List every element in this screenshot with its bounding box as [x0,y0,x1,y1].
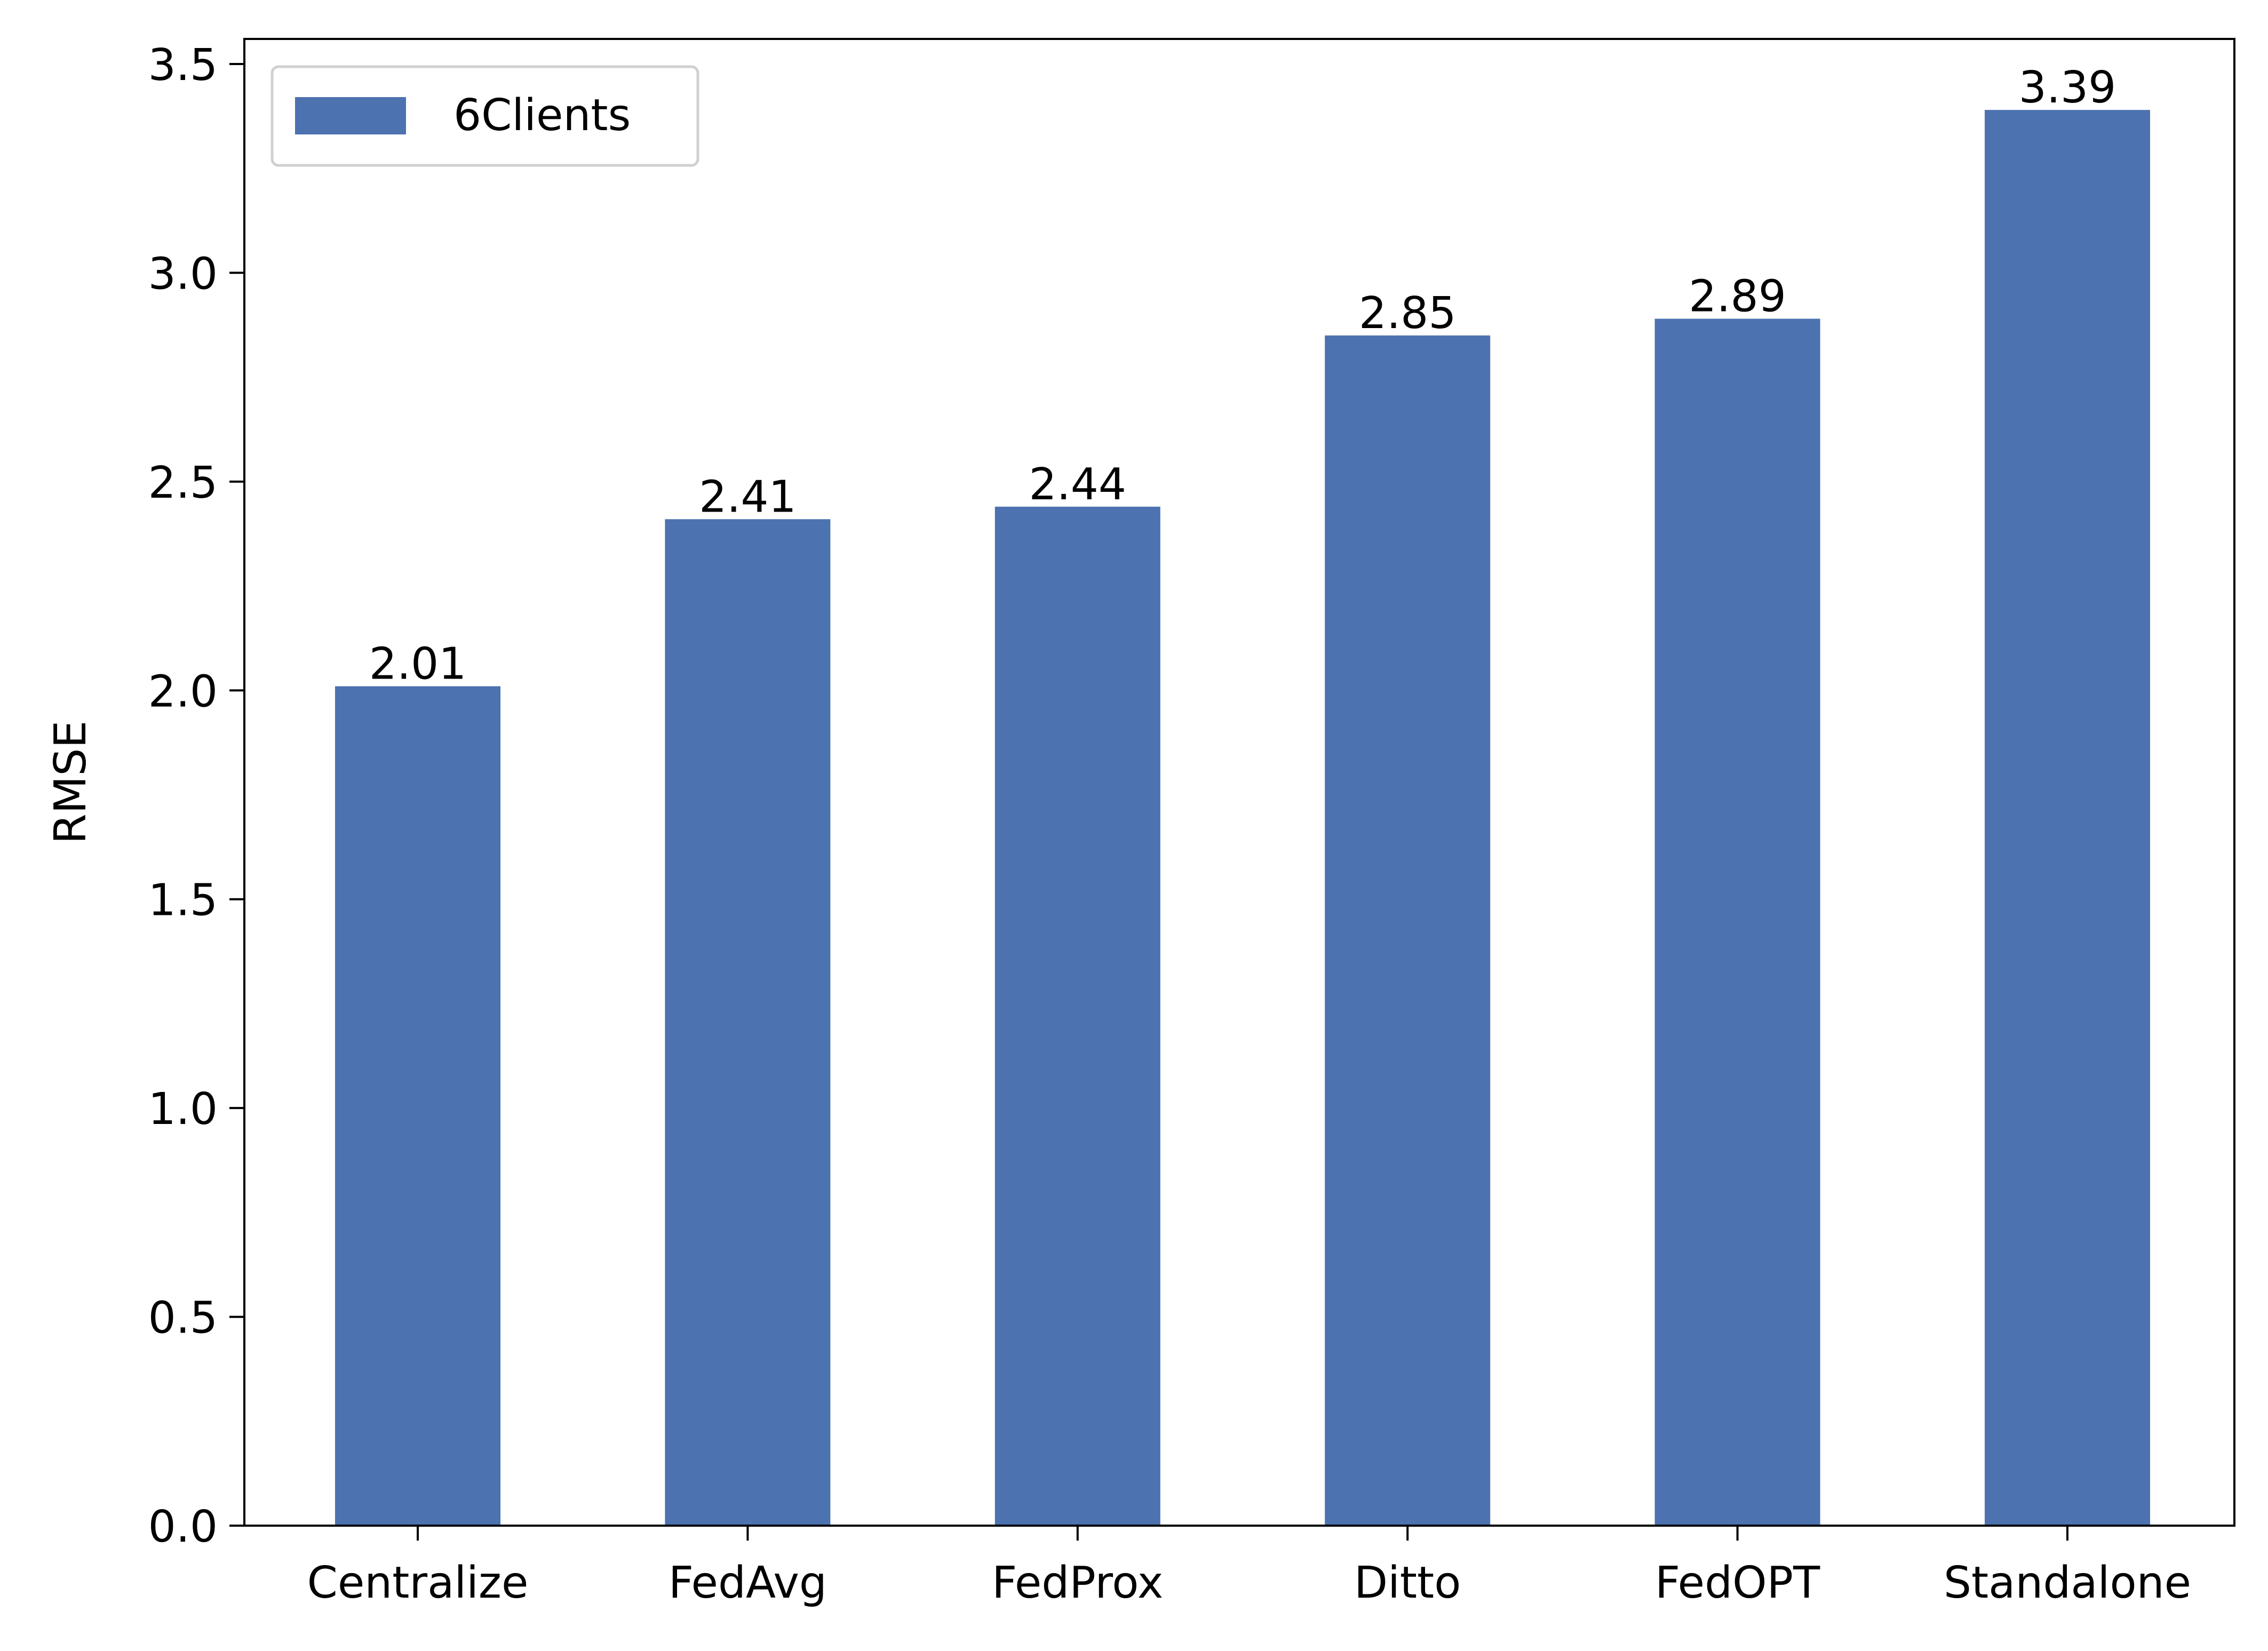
bar-fedprox [994,506,1160,1526]
data-label-fedprox: 2.44 [1029,459,1127,510]
x-axis-ticks: Centralize FedAvg FedProx Ditto FedOPT Standa… [307,1526,2191,1608]
y-tick-label: 3.5 [148,40,218,91]
y-tick-label: 2.5 [148,458,218,508]
data-label-fedavg: 2.41 [699,472,797,522]
legend-box [270,65,699,167]
plot-frame [243,38,2235,1527]
data-label-standalone: 3.39 [2019,62,2116,113]
data-labels: 2.01 2.41 2.44 2.85 2.89 3.39 [369,62,2116,689]
data-label-fedopt: 2.89 [1689,272,1786,322]
bar-centralize [335,686,500,1526]
bar-ditto [1325,335,1491,1526]
legend: 6Clients [270,65,699,167]
y-tick-label: 0.5 [148,1293,218,1344]
y-tick-label: 3.0 [148,249,218,299]
y-axis-label: RMSE [45,721,96,844]
legend-label: 6Clients [453,90,631,141]
y-tick-label: 0.0 [148,1502,218,1552]
x-tick-label-ditto: Ditto [1354,1558,1461,1608]
bars-layer [335,110,2150,1526]
legend-swatch [295,97,406,134]
data-label-centralize: 2.01 [369,639,467,689]
y-axis-ticks: 0.0 0.5 1.0 1.5 2.0 2.5 3.0 3.5 [148,40,244,1552]
x-tick-label-standalone: Standalone [1944,1558,2191,1608]
y-tick-label: 1.0 [148,1084,218,1135]
bar-fedopt [1654,318,1820,1526]
x-tick-label-fedavg: FedAvg [669,1558,827,1608]
x-tick-label-centralize: Centralize [307,1558,529,1608]
data-label-ditto: 2.85 [1359,288,1457,339]
bar-standalone [1985,110,2150,1526]
y-tick-label: 2.0 [148,666,218,717]
y-tick-label: 1.5 [148,875,218,926]
x-tick-label-fedopt: FedOPT [1655,1558,1820,1608]
x-tick-label-fedprox: FedProx [992,1558,1163,1608]
bar-fedavg [665,519,831,1526]
